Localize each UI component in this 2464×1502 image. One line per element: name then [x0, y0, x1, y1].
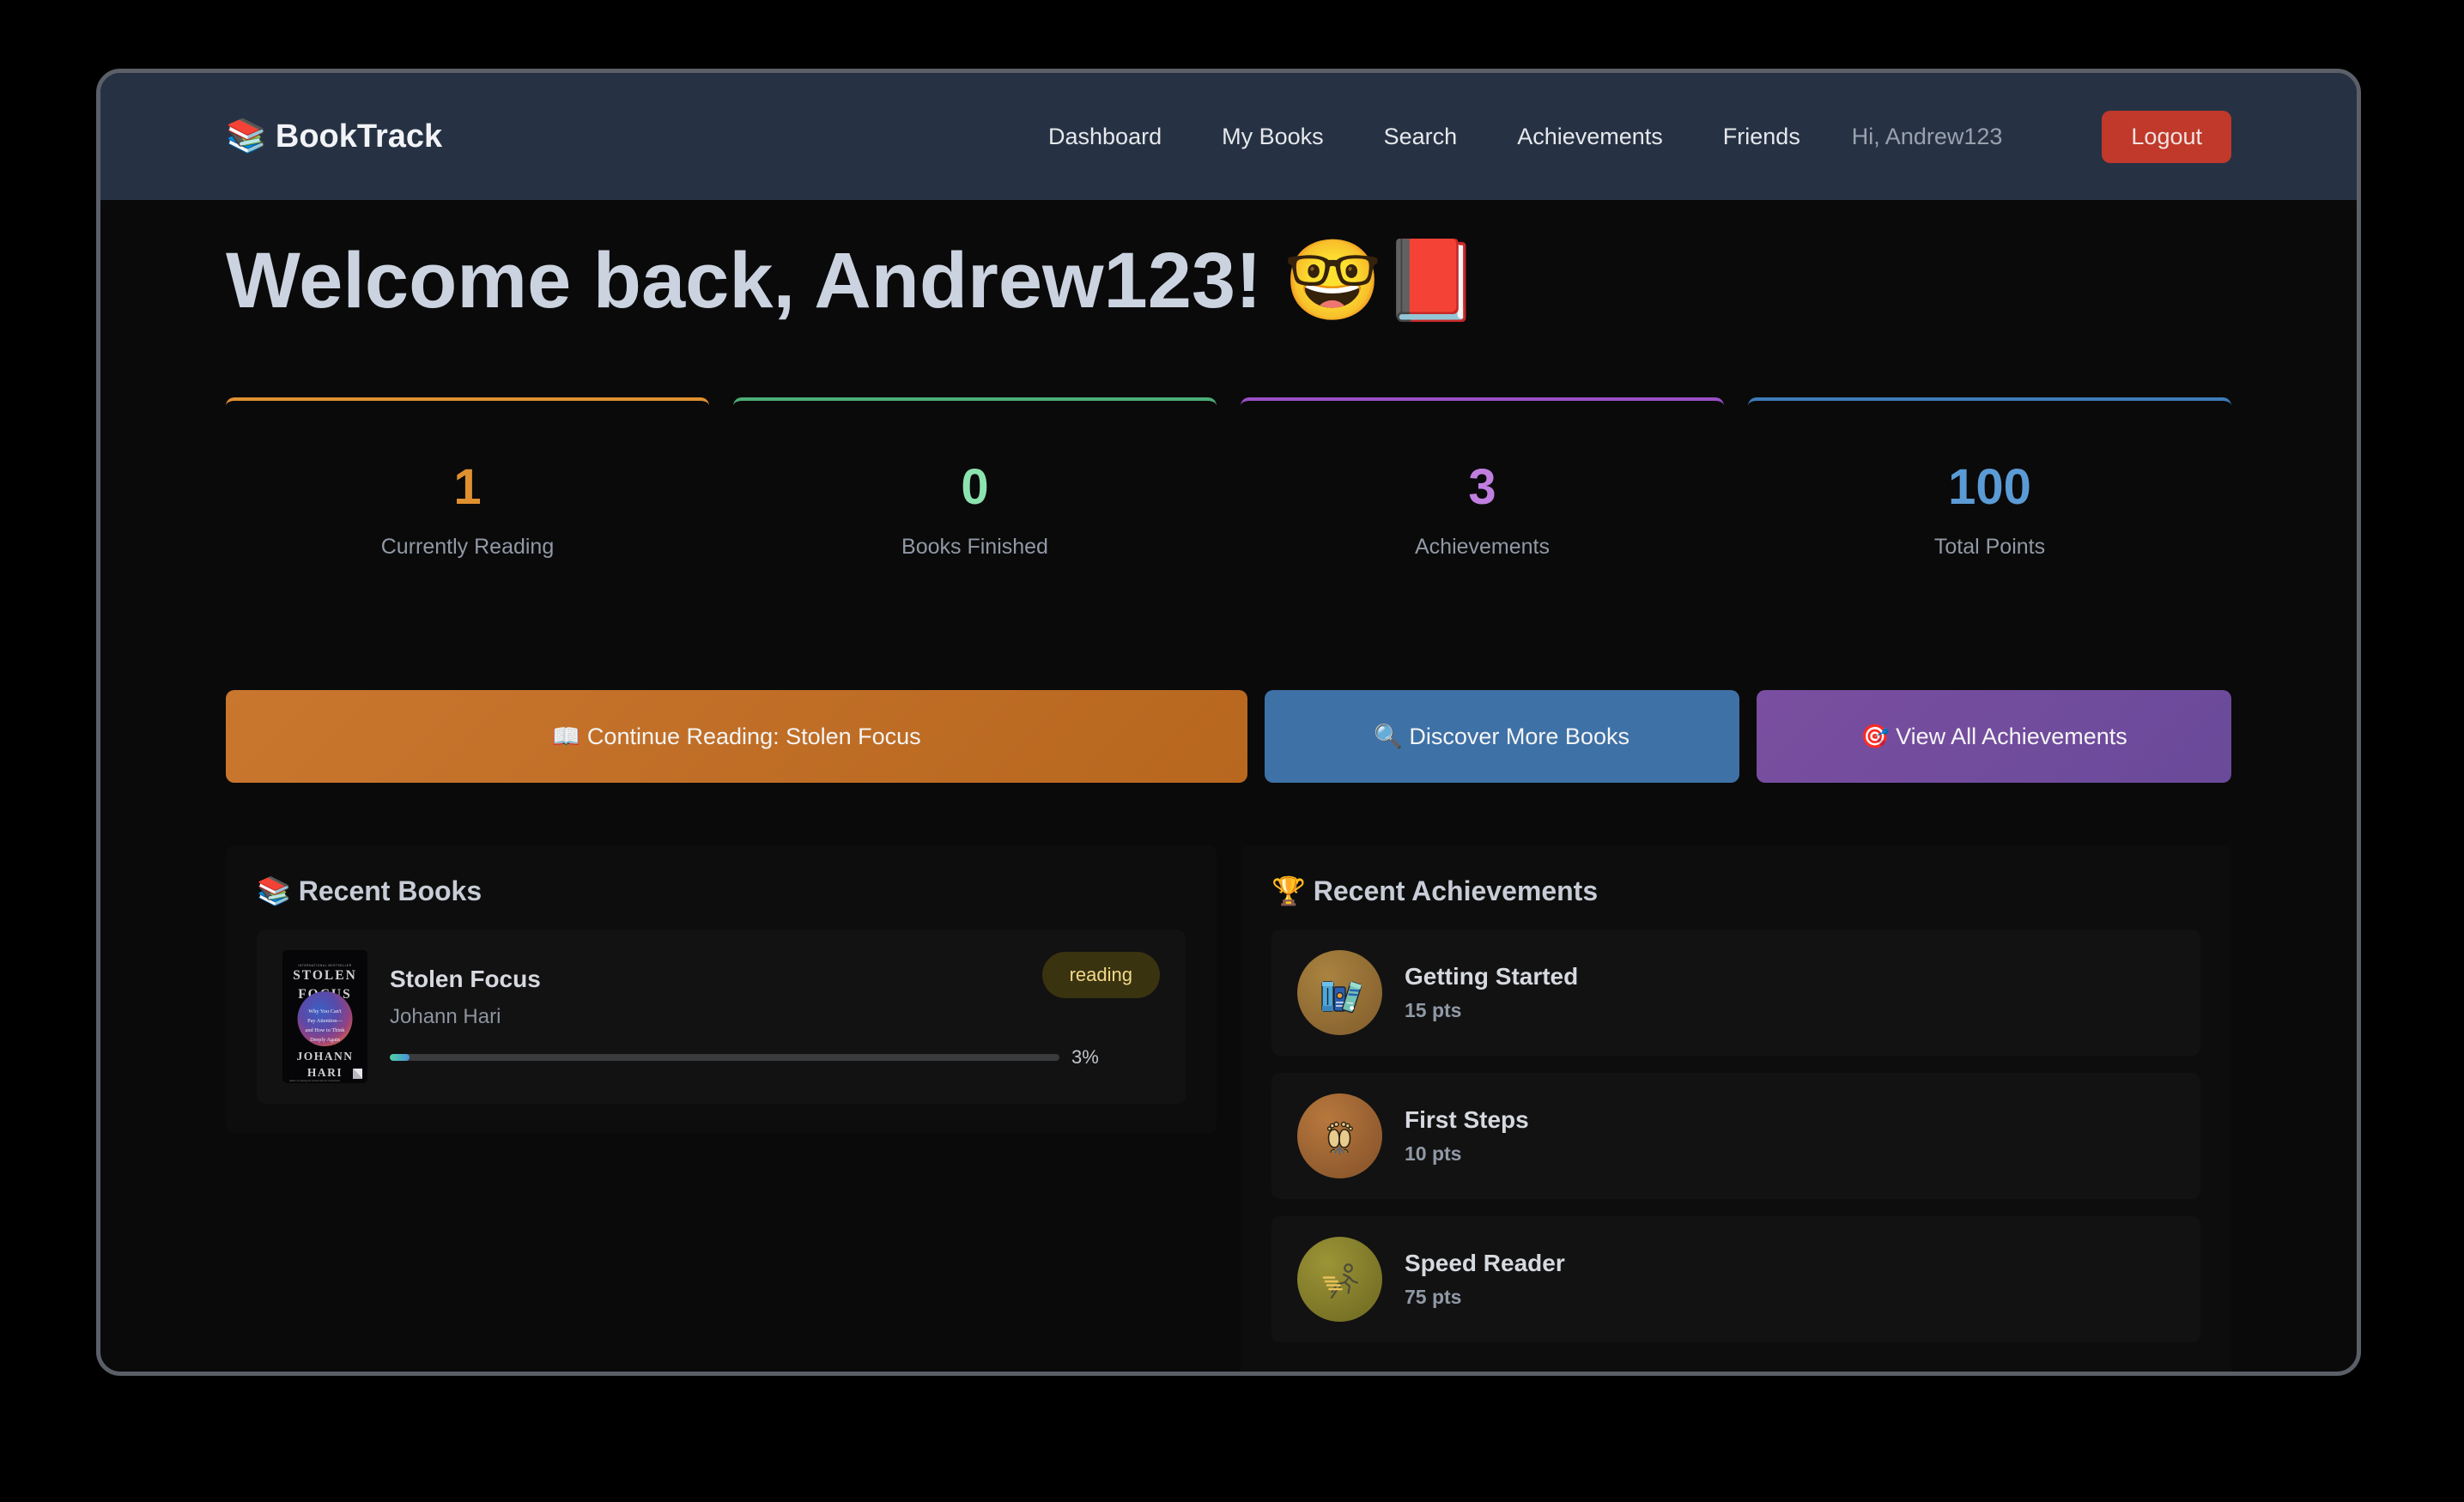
svg-text:Author of Chasing the Scream a: Author of Chasing the Scream and Lost Co…	[288, 1080, 340, 1082]
svg-text:INTERNATIONAL BESTSELLER: INTERNATIONAL BESTSELLER	[298, 964, 352, 967]
svg-text:Pay Attention—: Pay Attention—	[307, 1018, 343, 1024]
svg-text:and How to Think: and How to Think	[306, 1027, 346, 1033]
svg-text:JOHANN: JOHANN	[297, 1050, 354, 1063]
svg-text:STOLEN: STOLEN	[293, 968, 357, 983]
svg-text:Why You Can't: Why You Can't	[308, 1008, 342, 1014]
svg-text:HARI: HARI	[307, 1066, 343, 1079]
svg-text:Deeply Again: Deeply Again	[310, 1037, 341, 1043]
